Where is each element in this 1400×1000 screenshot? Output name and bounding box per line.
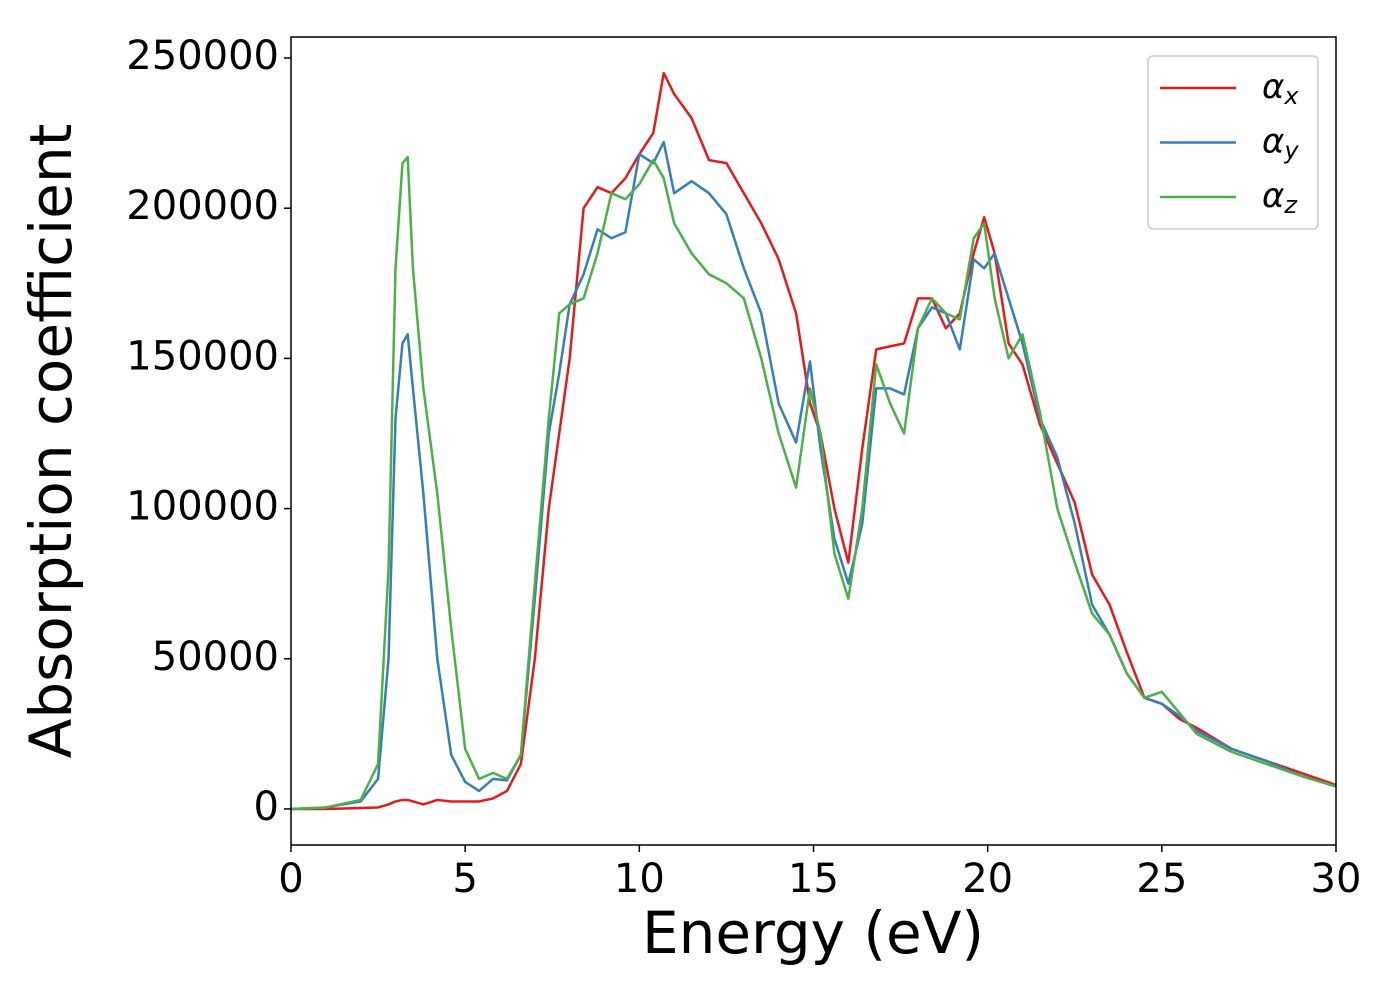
- legend-label: αz: [1262, 176, 1298, 220]
- plot-frame: [290, 36, 1337, 846]
- legend-label: αx: [1262, 67, 1299, 111]
- y-tick-label: 200000: [126, 183, 279, 229]
- x-tick-label: 25: [1136, 856, 1187, 902]
- x-tick-label: 15: [788, 856, 839, 902]
- y-tick-label: 50000: [152, 634, 279, 680]
- y-tick-label: 100000: [126, 484, 279, 530]
- series-line: [291, 71, 1336, 811]
- x-tick-label: 30: [1311, 856, 1362, 902]
- series-line: [291, 140, 1336, 811]
- y-axis-label: Absorption coefficient: [17, 124, 85, 759]
- x-tick-label: 0: [278, 856, 303, 902]
- legend-label: αy: [1262, 121, 1299, 165]
- y-tick-label: 0: [254, 784, 279, 830]
- y-tick-label: 250000: [126, 33, 279, 79]
- x-axis-label: Energy (eV): [642, 899, 984, 967]
- x-tick-label: 5: [452, 856, 477, 902]
- y-tick-label: 150000: [126, 333, 279, 379]
- series-line: [291, 155, 1336, 811]
- x-tick-label: 20: [962, 856, 1013, 902]
- x-tick-label: 10: [614, 856, 665, 902]
